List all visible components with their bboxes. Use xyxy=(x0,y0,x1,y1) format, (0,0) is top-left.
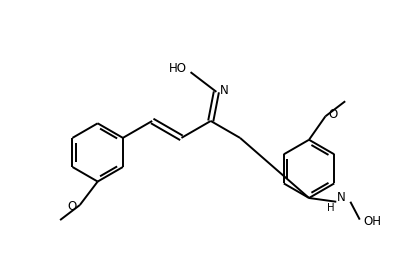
Text: HO: HO xyxy=(169,62,187,75)
Text: N: N xyxy=(219,84,228,97)
Text: O: O xyxy=(328,108,337,121)
Text: N: N xyxy=(336,191,345,205)
Text: H: H xyxy=(326,203,334,213)
Text: OH: OH xyxy=(362,215,380,228)
Text: O: O xyxy=(67,200,76,213)
